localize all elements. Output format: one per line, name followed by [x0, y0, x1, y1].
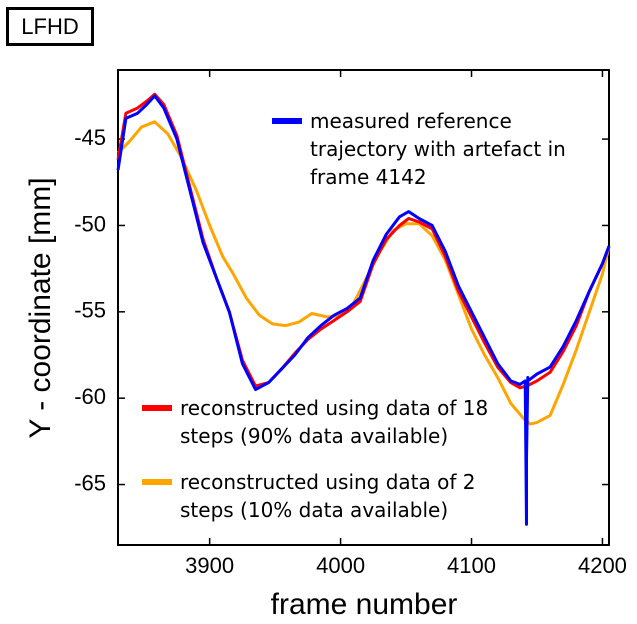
legend-label: trajectory with artefact in: [310, 137, 566, 161]
y-tick-label: -60: [74, 384, 106, 409]
legend-label: steps (90% data available): [180, 424, 448, 448]
series-line-0: [116, 94, 611, 526]
marker-label-box: LFHD: [6, 7, 94, 46]
y-axis-title: Y - coordinate [mm]: [24, 177, 57, 438]
y-tick-label: -55: [74, 298, 106, 323]
legend-label: reconstructed using data of 2: [180, 470, 476, 494]
legend-label: reconstructed using data of 18: [180, 396, 488, 420]
x-tick-label: 4000: [316, 553, 365, 578]
series-lines: [116, 92, 611, 526]
legend-label: steps (10% data available): [180, 498, 448, 522]
x-tick-label: 3900: [185, 553, 234, 578]
x-axis-title: frame number: [271, 588, 458, 621]
x-tick-label: 4100: [447, 553, 496, 578]
legend-label: measured reference: [310, 109, 512, 133]
y-tick-labels: -45 -50 -55 -60 -65: [74, 125, 106, 495]
x-tick-label: 4200: [578, 553, 627, 578]
y-tick-label: -65: [74, 470, 106, 495]
legend: measured reference trajectory with artefa…: [142, 109, 566, 522]
y-tick-label: -50: [74, 211, 106, 236]
x-tick-labels: 3900 4000 4100 4200: [185, 553, 627, 578]
y-tick-label: -45: [74, 125, 106, 150]
plot-frame: [117, 69, 610, 546]
legend-label: frame 4142: [310, 165, 427, 189]
